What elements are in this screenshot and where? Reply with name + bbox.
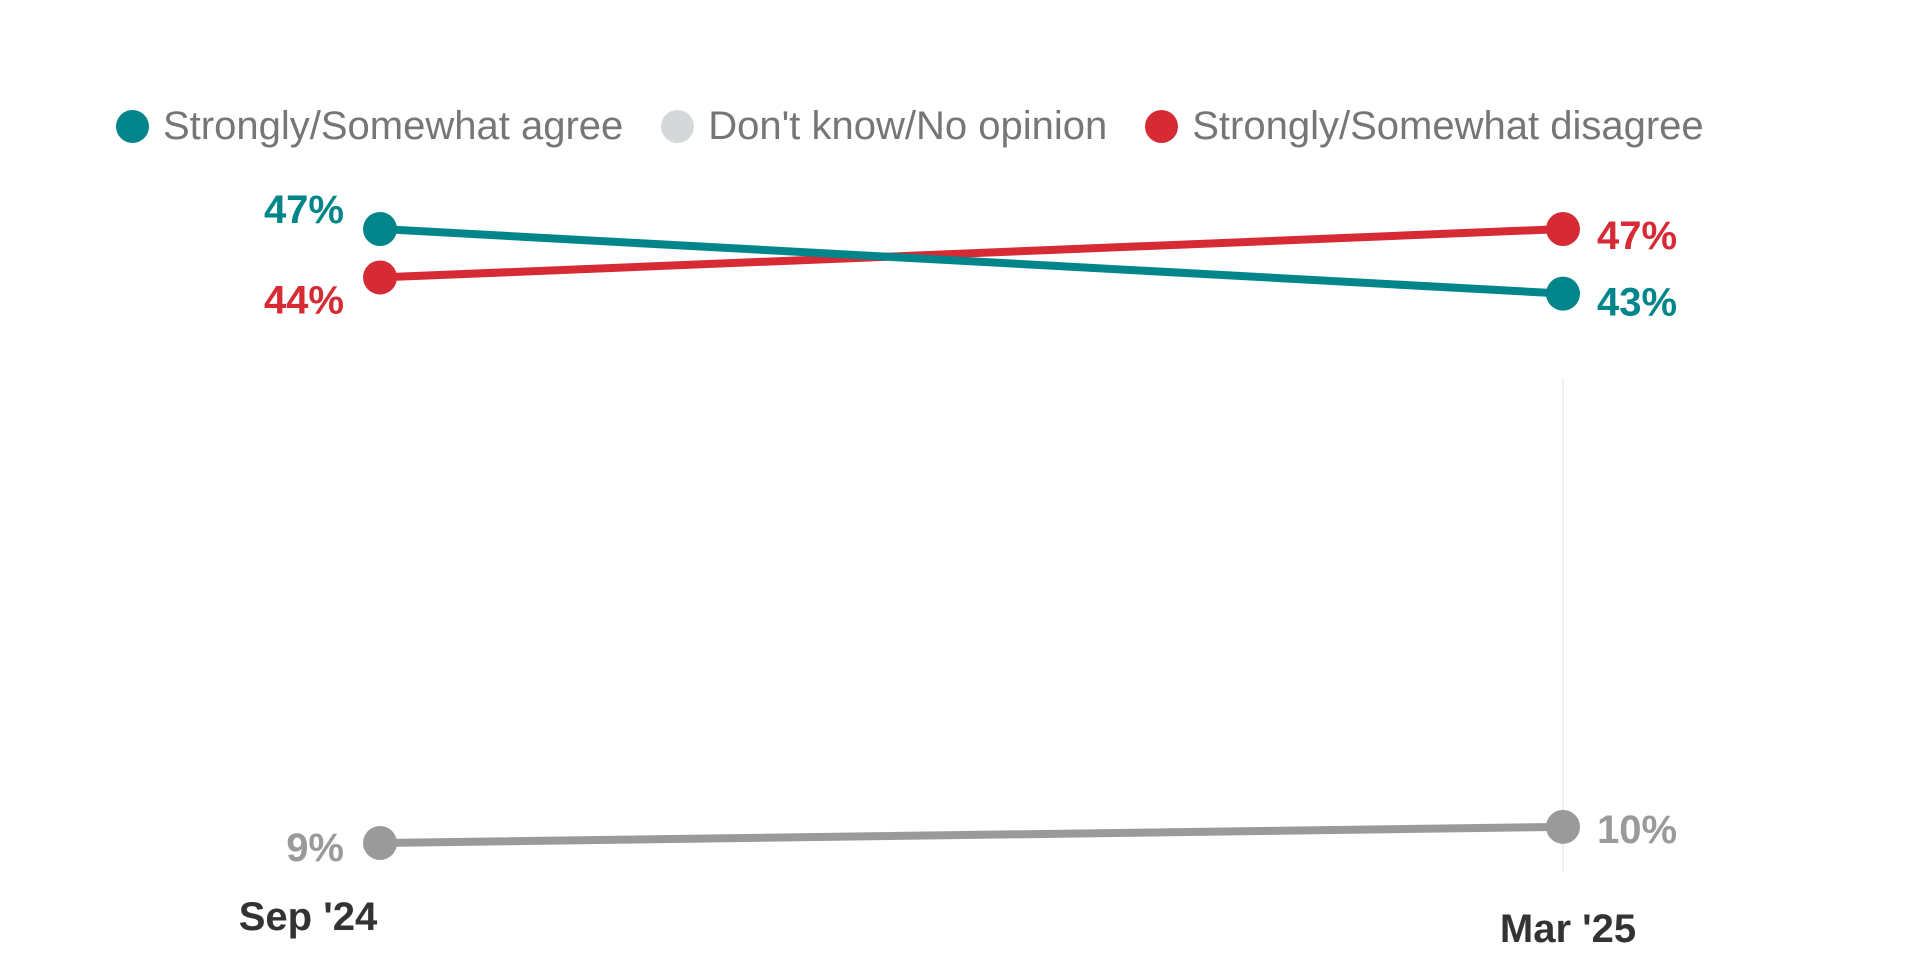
- value-label-0-1: 43%: [1597, 281, 1677, 325]
- legend: Strongly/Somewhat agree Don't know/No op…: [116, 104, 1742, 149]
- data-point-2-1: [1546, 212, 1580, 246]
- value-label-1-0: 9%: [286, 826, 344, 870]
- value-label-1-1: 10%: [1597, 808, 1677, 852]
- value-label-2-1: 47%: [1597, 214, 1677, 258]
- series-line-0: [376, 225, 1567, 298]
- legend-item-agree: Strongly/Somewhat agree: [116, 104, 623, 149]
- value-label-2-0: 44%: [264, 278, 344, 322]
- data-point-0-1: [1546, 276, 1580, 311]
- data-point-1-0: [363, 826, 397, 860]
- data-point-0-0: [363, 212, 397, 246]
- legend-swatch-agree: [116, 110, 149, 143]
- legend-swatch-dont-know: [661, 110, 695, 143]
- x-tick-label-0: Sep '24: [239, 895, 378, 939]
- series-line-1: [376, 822, 1567, 847]
- data-point-1-1: [1546, 809, 1580, 844]
- series-line-2: [376, 225, 1567, 282]
- legend-label-disagree: Strongly/Somewhat disagree: [1192, 104, 1704, 148]
- legend-label-dont-know: Don't know/No opinion: [708, 104, 1108, 148]
- x-tick-label-1: Mar '25: [1500, 907, 1636, 951]
- value-label-0-0: 47%: [264, 188, 344, 232]
- legend-item-disagree: Strongly/Somewhat disagree: [1145, 104, 1704, 149]
- legend-item-dont-know: Don't know/No opinion: [661, 104, 1107, 149]
- legend-swatch-disagree: [1145, 110, 1179, 143]
- legend-label-agree: Strongly/Somewhat agree: [163, 104, 624, 148]
- data-point-2-0: [363, 260, 397, 295]
